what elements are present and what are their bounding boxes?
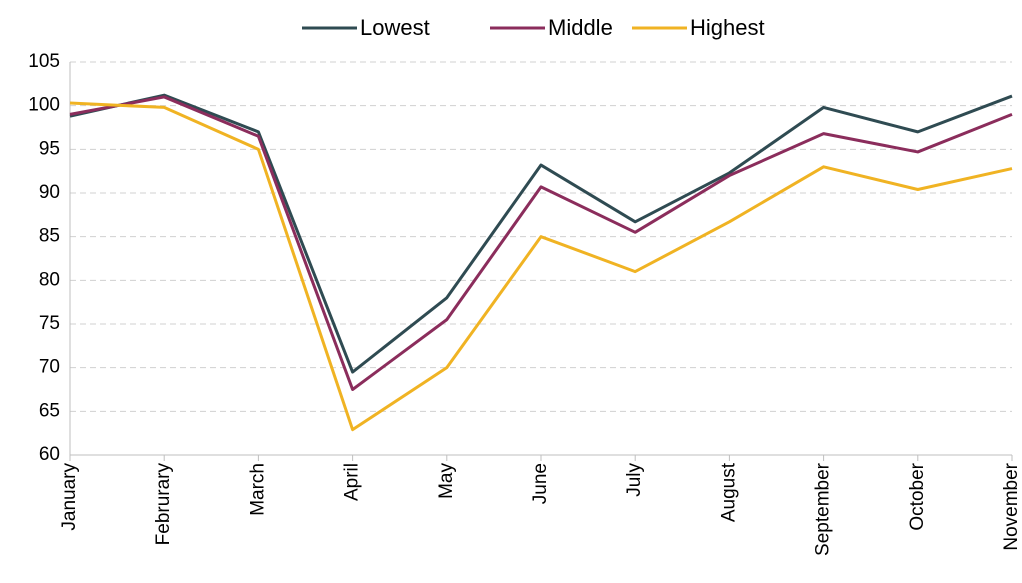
y-tick-label: 105 (28, 51, 60, 72)
legend-label: Middle (548, 15, 613, 40)
x-tick-label: May (436, 463, 457, 499)
y-tick-label: 65 (39, 400, 60, 421)
x-tick-label: October (907, 462, 928, 530)
y-tick-label: 95 (39, 138, 60, 159)
series-line (69, 101, 1013, 432)
legend-label: Highest (690, 15, 765, 40)
y-tick-label: 75 (39, 313, 60, 334)
x-tick-label: November (1001, 462, 1022, 550)
x-tick-label: Februrary (153, 463, 174, 546)
x-tick-label: March (247, 463, 268, 516)
x-tick-label: September (813, 462, 834, 556)
y-tick-label: 85 (39, 226, 60, 247)
series-line (69, 95, 1013, 391)
x-tick-label: April (342, 463, 363, 501)
legend-label: Lowest (360, 15, 430, 40)
x-tick-label: June (530, 463, 551, 504)
y-tick-label: 100 (28, 95, 60, 116)
y-tick-label: 70 (39, 357, 60, 378)
y-tick-label: 90 (39, 182, 60, 203)
x-tick-label: January (59, 463, 80, 531)
x-tick-label: July (624, 463, 645, 497)
series-line (69, 93, 1013, 374)
x-tick-label: August (718, 462, 739, 522)
y-tick-label: 60 (39, 444, 60, 465)
y-tick-label: 80 (39, 269, 60, 290)
